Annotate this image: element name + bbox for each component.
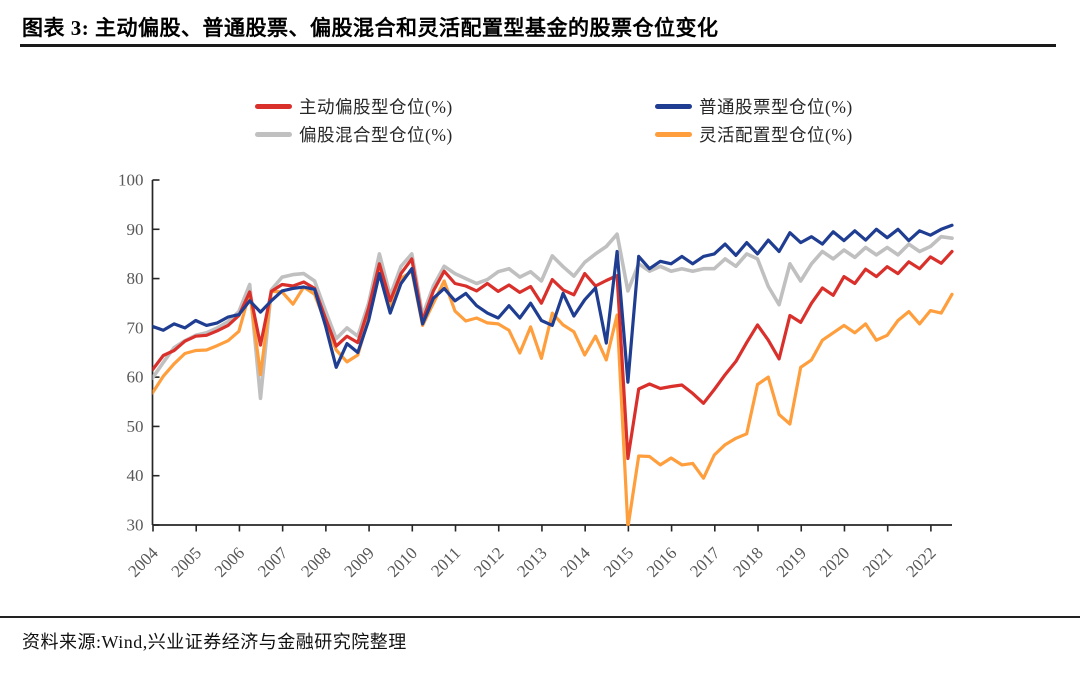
legend-item-flexible-allocation: 灵活配置型仓位(%): [655, 122, 853, 146]
footer-divider: [0, 616, 1080, 618]
legend-line-swatch-gray: [255, 131, 292, 137]
x-tick-label: 2020: [816, 543, 853, 580]
series-line-1: [152, 223, 954, 384]
x-tick-label: 2008: [297, 543, 334, 580]
x-tick-label: 2011: [427, 543, 464, 580]
legend-label: 灵活配置型仓位(%): [699, 124, 853, 145]
title-divider: [20, 44, 1056, 47]
legend-line-swatch-red: [255, 103, 292, 109]
y-tick-label: 70: [127, 318, 144, 337]
x-tick-label: 2009: [340, 543, 377, 580]
series-line-2: [152, 232, 954, 401]
series-line-3: [152, 267, 954, 526]
chart-legend: 主动偏股型仓位(%) 普通股票型仓位(%) 偏股混合型仓位(%) 灵活配置型仓位…: [0, 92, 1080, 154]
x-tick-label: 2018: [729, 543, 766, 580]
y-tick-label: 90: [127, 220, 144, 239]
page-title: 图表 3: 主动偏股、普通股票、偏股混合和灵活配置型基金的股票仓位变化: [22, 16, 719, 40]
x-tick-label: 2019: [773, 543, 810, 580]
x-tick-label: 2005: [168, 543, 205, 580]
legend-item-active-equity: 主动偏股型仓位(%): [255, 94, 453, 118]
x-tick-label: 2004: [124, 543, 162, 581]
x-tick-label: 2010: [384, 543, 421, 580]
legend-line-swatch-orange: [655, 131, 692, 137]
x-tick-label: 2006: [211, 543, 248, 580]
y-tick-label: 30: [127, 516, 144, 535]
x-tick-label: 2015: [600, 543, 637, 580]
x-tick-label: 2022: [902, 543, 939, 580]
x-tick-label: 2007: [254, 543, 292, 581]
source-note: 资料来源:Wind,兴业证券经济与金融研究院整理: [22, 632, 407, 652]
y-tick-label: 80: [127, 269, 144, 288]
series-lines: [152, 223, 954, 526]
legend-label: 普通股票型仓位(%): [699, 96, 853, 117]
x-tick-label: 2016: [643, 543, 680, 580]
x-tick-label: 2012: [470, 543, 507, 580]
x-tick-label: 2021: [859, 543, 896, 580]
axes: 30 40 50 60 70 80 90 100 2004 2005 2006 2007 2008 200…: [118, 171, 952, 581]
y-tick-label: 40: [127, 466, 144, 485]
legend-line-swatch-blue: [655, 103, 692, 109]
x-tick-label: 2014: [557, 543, 595, 581]
y-tick-label: 60: [127, 368, 144, 387]
legend-label: 主动偏股型仓位(%): [299, 96, 453, 117]
legend-item-common-stock: 普通股票型仓位(%): [655, 94, 853, 118]
y-tick-label: 100: [118, 171, 144, 190]
x-tick-label: 2017: [686, 543, 724, 581]
legend-item-equity-hybrid: 偏股混合型仓位(%): [255, 122, 453, 146]
legend-label: 偏股混合型仓位(%): [299, 124, 453, 145]
x-tick-label: 2013: [513, 543, 550, 580]
y-tick-label: 50: [127, 417, 144, 436]
series-line-0: [152, 249, 954, 461]
